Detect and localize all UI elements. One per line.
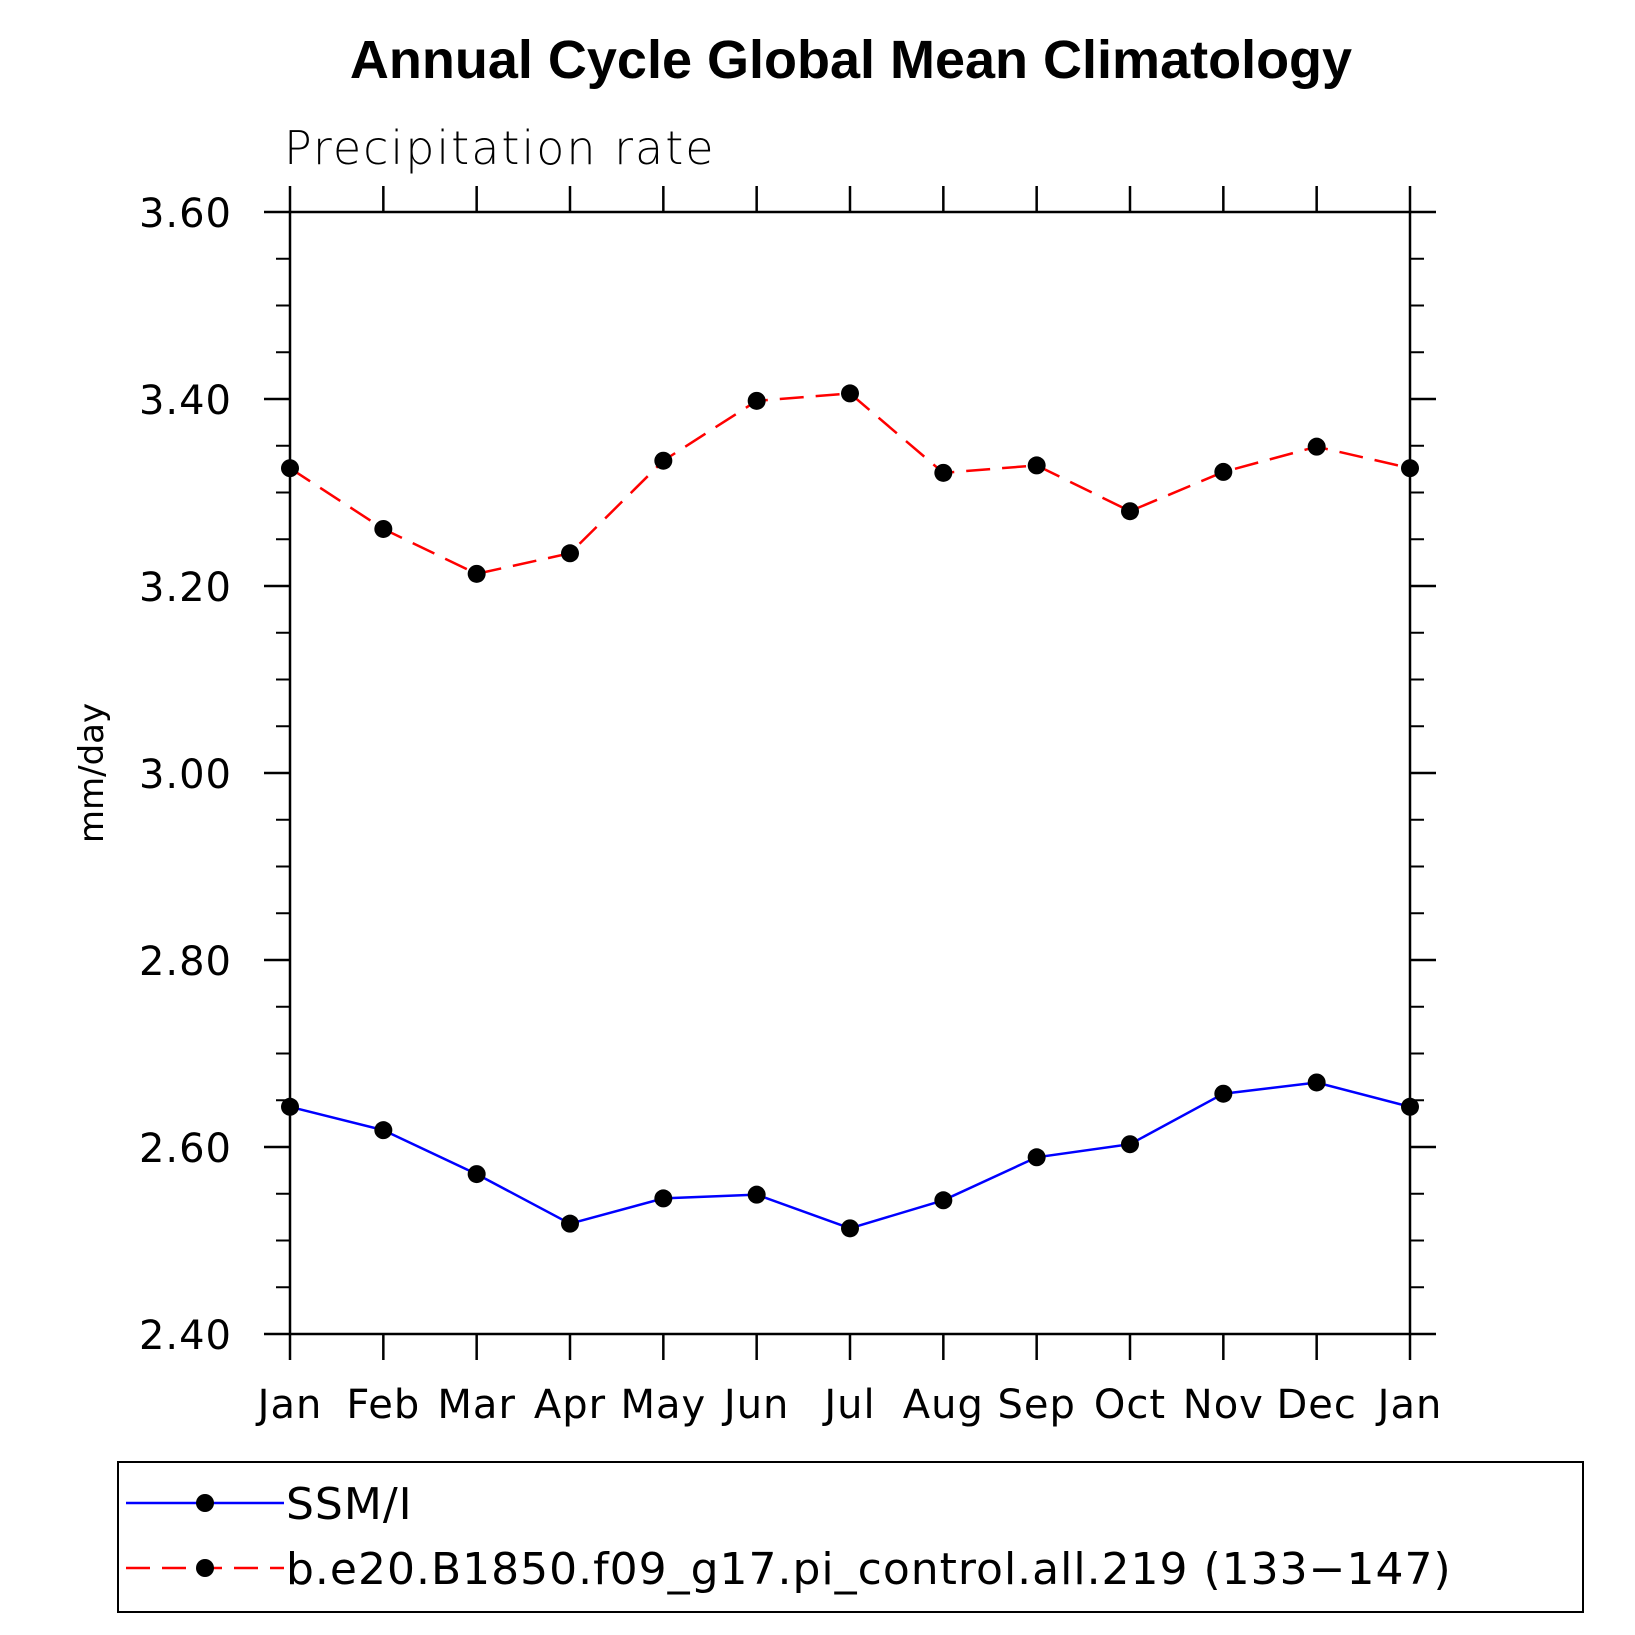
data-point (374, 519, 393, 538)
x-tick-label: Feb (346, 1382, 420, 1428)
data-point (1401, 459, 1419, 478)
x-tick-label: Aug (903, 1382, 984, 1428)
series-line (289, 1081, 1411, 1230)
data-point (1214, 1084, 1233, 1103)
data-point (1121, 1135, 1139, 1154)
data-point (1307, 437, 1326, 456)
series-layer (281, 384, 1419, 1238)
data-point (374, 1121, 393, 1140)
data-point (1121, 502, 1139, 521)
legend-box (117, 1461, 1584, 1613)
x-tick-label: Apr (534, 1382, 606, 1428)
axes: Jan Feb Mar Apr May Jun Jul Aug Sep Oct Nov Dec Jan 2… (139, 186, 1443, 1428)
data-point (747, 391, 766, 410)
x-tick-label: Mar (437, 1382, 515, 1428)
x-tick-label: Jun (721, 1382, 790, 1428)
legend-marker (196, 1494, 214, 1512)
data-point (841, 1219, 859, 1238)
x-tick-label: Jan (255, 1382, 323, 1428)
data-point (1401, 1097, 1419, 1116)
legend-label: b.e20.B1850.f09_g17.pi_control.all.219 (… (286, 1544, 1452, 1595)
data-point (281, 459, 299, 478)
data-point (561, 1214, 579, 1233)
x-tick-label: Dec (1276, 1382, 1356, 1428)
y-tick-label: 3.20 (139, 565, 232, 611)
data-point (1307, 1073, 1326, 1092)
y-tick-label: 3.60 (139, 191, 232, 237)
legend: SSM/I b.e20.B1850.f09_g17.pi_control.all.… (117, 1461, 1584, 1613)
x-tick-label: May (620, 1382, 706, 1428)
data-point (1027, 456, 1046, 475)
data-point (654, 451, 673, 470)
data-point (934, 463, 953, 482)
y-tick-label: 3.40 (139, 378, 232, 424)
y-tick-label: 2.40 (139, 1313, 232, 1359)
data-point (467, 1165, 486, 1184)
series-line (289, 392, 1411, 576)
y-tick-label: 3.00 (139, 752, 232, 798)
x-tick-label: Oct (1094, 1382, 1166, 1428)
y-tick-label: 2.60 (139, 1126, 232, 1172)
data-point (561, 544, 579, 563)
legend-marker (196, 1559, 214, 1577)
x-tick-label: Nov (1183, 1382, 1264, 1428)
legend-label: SSM/I (286, 1479, 413, 1530)
data-point (747, 1185, 766, 1204)
data-point (654, 1189, 673, 1208)
x-tick-label: Sep (997, 1382, 1075, 1428)
y-axis-label: mm/day (72, 703, 112, 843)
x-tick-label: Jan (1375, 1382, 1443, 1428)
data-point (281, 1097, 299, 1116)
chart-subtitle: Precipitation rate (284, 121, 716, 175)
data-point (934, 1191, 953, 1210)
data-point (1027, 1148, 1046, 1167)
data-point (841, 384, 859, 403)
chart-title: Annual Cycle Global Mean Climatology (350, 30, 1352, 90)
y-tick-label: 2.80 (139, 939, 232, 985)
data-point (1214, 462, 1233, 481)
data-point (467, 564, 486, 583)
x-tick-label: Jul (821, 1382, 875, 1428)
